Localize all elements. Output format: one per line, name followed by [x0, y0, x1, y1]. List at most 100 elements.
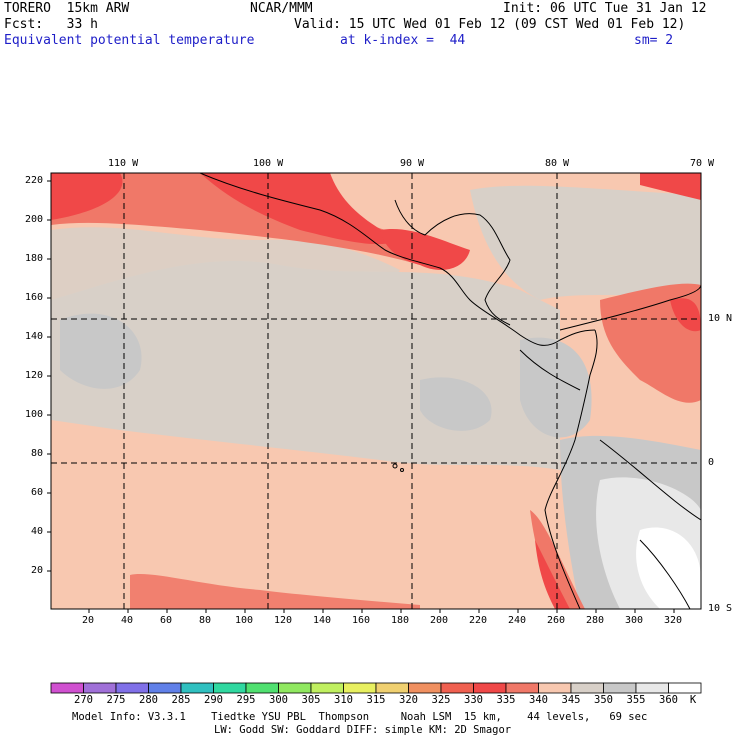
- legend-label: 280: [139, 694, 158, 706]
- y-tick-label: 80: [31, 448, 44, 459]
- forecast-hour: Fcst: 33 h: [4, 17, 98, 32]
- x-tick-label: 260: [547, 615, 566, 626]
- border-colombia: [519, 349, 581, 391]
- legend-swatch: [668, 682, 702, 694]
- map-field: [51, 173, 701, 609]
- border-sa-2: [639, 539, 691, 609]
- legend-label: 320: [399, 694, 418, 706]
- coast-north-sa: [559, 284, 701, 331]
- x-tick-label: 300: [625, 615, 644, 626]
- legend-label: 315: [366, 694, 386, 706]
- legend-swatch: [635, 682, 669, 694]
- y-tick-label: 160: [25, 292, 44, 303]
- lat-label-equator: 0: [708, 457, 715, 468]
- field-patch-panama: [520, 337, 592, 438]
- lon-label-80w: 80 W: [545, 158, 570, 169]
- x-tick-label: 280: [586, 615, 605, 626]
- coast-caribbean: [394, 199, 511, 326]
- model-info: Model Info: V3.3.1 Tiedtke YSU PBL Thomp…: [72, 711, 648, 723]
- valid-time: Valid: 15 UTC Wed 01 Feb 12 (09 CST Wed …: [294, 17, 686, 32]
- init-time: Init: 06 UTC Tue 31 Jan 12: [503, 1, 707, 16]
- field-land-coolest: [636, 527, 701, 609]
- y-tick-label: 220: [25, 175, 44, 186]
- y-tick-label: 20: [31, 565, 44, 576]
- field-hot-guatemala: [380, 229, 470, 270]
- model-title: TORERO 15km ARW: [4, 1, 130, 16]
- x-tick-label: 120: [274, 615, 293, 626]
- x-tick-label: 240: [508, 615, 527, 626]
- x-tick-label: 80: [199, 615, 212, 626]
- field-warm-peru: [530, 510, 585, 609]
- legend-swatch: [343, 682, 377, 694]
- x-tick-label: 320: [664, 615, 683, 626]
- legend-label: 300: [269, 694, 288, 706]
- legend-swatch: [180, 682, 214, 694]
- galapagos-2: [400, 468, 404, 472]
- center-label: NCAR/MMM: [250, 1, 313, 16]
- lat-label-10s: 10 S: [708, 603, 733, 614]
- legend-label: 295: [236, 694, 256, 706]
- smoothing-label: sm= 2: [634, 33, 674, 48]
- x-tick-label: 20: [82, 615, 95, 626]
- y-tick-label: 60: [31, 487, 44, 498]
- map-frame: [50, 172, 702, 610]
- legend-swatch: [375, 682, 409, 694]
- y-tick-label: 40: [31, 526, 44, 537]
- field-hot-peru: [535, 540, 570, 609]
- legend-label: 305: [301, 694, 321, 706]
- legend-label: 345: [561, 694, 581, 706]
- y-tick-label: 140: [25, 331, 44, 342]
- legend-swatch: [538, 682, 572, 694]
- y-tick-label: 180: [25, 253, 44, 264]
- legend-label: 360: [659, 694, 678, 706]
- legend-label: 350: [594, 694, 613, 706]
- field-name: Equivalent potential temperature: [4, 33, 255, 48]
- legend-label: 340: [529, 694, 548, 706]
- axis-ticks: [47, 180, 675, 613]
- field-grey-upper: [51, 227, 400, 300]
- physics-info: LW: Godd SW: Goddard DIFF: simple KM: 2D…: [214, 724, 512, 736]
- graticule: [51, 173, 701, 609]
- legend-swatch: [148, 682, 182, 694]
- legend-label: 330: [464, 694, 483, 706]
- legend-swatch: [408, 682, 442, 694]
- x-tick-label: 180: [391, 615, 410, 626]
- coastlines: [199, 173, 701, 609]
- legend-label: 285: [171, 694, 191, 706]
- legend-label: 335: [496, 694, 516, 706]
- legend-swatch: [278, 682, 312, 694]
- y-tick-label: 120: [25, 370, 44, 381]
- field-warm-south: [130, 573, 420, 609]
- lon-label-100w: 100 W: [253, 158, 284, 169]
- field-caribbean: [470, 185, 701, 300]
- level-label: at k-index = 44: [340, 33, 466, 48]
- legend-swatch: [505, 682, 539, 694]
- legend-swatch: [245, 682, 279, 694]
- legend-swatch: [115, 682, 149, 694]
- coast-pacific-central-america: [199, 173, 596, 346]
- border-sa-1: [599, 439, 701, 521]
- lon-label-90w: 90 W: [400, 158, 425, 169]
- legend-swatch: [83, 682, 117, 694]
- legend-swatch: [50, 682, 84, 694]
- x-tick-label: 100: [235, 615, 254, 626]
- legend-swatch: [473, 682, 507, 694]
- lon-label-70w: 70 W: [690, 158, 715, 169]
- galapagos-1: [392, 463, 398, 469]
- legend-label: 310: [334, 694, 353, 706]
- legend-colorbar: [50, 682, 702, 694]
- lat-label-10n: 10 N: [708, 313, 733, 324]
- legend-swatch: [310, 682, 344, 694]
- legend-swatch: [570, 682, 604, 694]
- legend-label: 290: [204, 694, 223, 706]
- field-hot-northwest: [51, 173, 123, 220]
- legend-swatch: [603, 682, 637, 694]
- x-tick-label: 220: [469, 615, 488, 626]
- field-hot-northeast: [640, 173, 701, 200]
- legend-label: 275: [106, 694, 126, 706]
- legend-label: 270: [74, 694, 93, 706]
- y-tick-label: 200: [25, 214, 44, 225]
- legend-label: 355: [626, 694, 646, 706]
- x-tick-label: 200: [430, 615, 449, 626]
